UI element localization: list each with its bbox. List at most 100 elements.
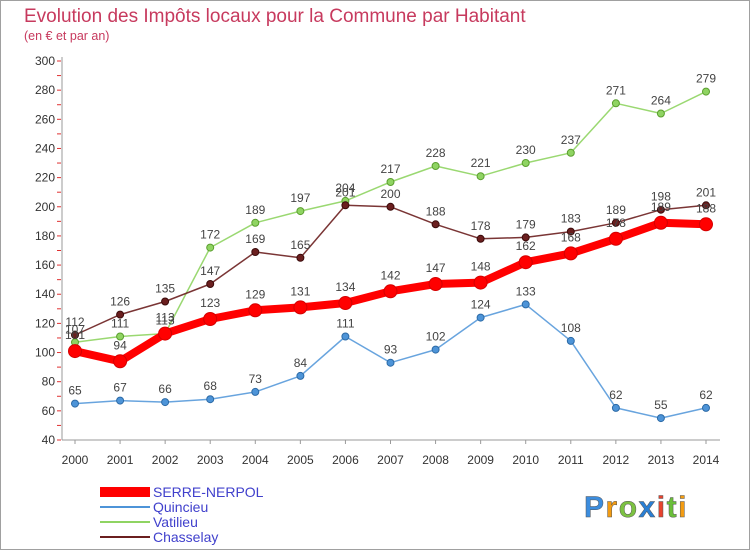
x-tick-label: 2006 <box>332 453 359 467</box>
chart-subtitle: (en € et par an) <box>24 29 109 43</box>
y-tick-label: 180 <box>35 229 55 243</box>
data-point <box>251 387 260 396</box>
data-label: 189 <box>245 203 265 217</box>
data-label: 183 <box>561 212 581 226</box>
data-point <box>563 246 578 261</box>
data-label: 189 <box>606 203 626 217</box>
data-label: 147 <box>200 264 220 278</box>
data-point <box>431 220 440 229</box>
data-point <box>296 371 305 380</box>
data-point <box>206 280 215 288</box>
data-point <box>431 345 440 354</box>
data-point <box>521 159 530 167</box>
data-label: 188 <box>426 204 446 218</box>
data-point <box>476 313 485 322</box>
data-label: 168 <box>561 230 581 244</box>
data-label: 94 <box>113 338 127 352</box>
logo-letter: x <box>639 491 657 524</box>
data-label: 62 <box>609 388 623 402</box>
data-label: 162 <box>516 239 536 253</box>
y-tick-label: 300 <box>35 54 55 68</box>
data-point <box>386 358 395 367</box>
data-label: 169 <box>245 232 265 246</box>
legend-label: Vatilieu <box>153 514 198 530</box>
data-label: 201 <box>335 185 355 199</box>
x-axis: 2000 2001 2002 2003 2004 2005 2006 2007 2008 2009… <box>62 440 720 467</box>
legend-item-quincieu: Quincieu <box>100 499 208 515</box>
data-point <box>521 233 530 242</box>
y-tick-label: 280 <box>35 83 55 97</box>
data-label: 204 <box>335 181 355 195</box>
data-point <box>383 284 398 299</box>
data-point <box>608 231 623 246</box>
legend-item-vatilieu: Vatilieu <box>100 514 198 530</box>
data-point <box>656 205 665 214</box>
data-label: 165 <box>290 238 310 252</box>
data-label: 73 <box>249 372 263 386</box>
data-point <box>203 312 218 326</box>
x-tick-label: 2005 <box>287 453 314 467</box>
data-label: 102 <box>426 330 446 344</box>
data-point <box>699 217 713 232</box>
x-tick-label: 2010 <box>512 453 539 467</box>
x-tick-label: 2007 <box>377 453 404 467</box>
data-point <box>338 296 353 310</box>
data-label: 65 <box>68 384 82 398</box>
data-point <box>656 414 665 423</box>
legend-item-chasselay: Chasselay <box>100 529 218 545</box>
y-tick-label: 220 <box>35 171 55 185</box>
logo-letter: P <box>584 491 606 524</box>
data-label: 123 <box>200 296 220 310</box>
data-point <box>248 303 263 318</box>
data-label: 279 <box>696 72 716 86</box>
data-point <box>611 99 620 108</box>
data-point <box>293 300 308 315</box>
x-tick-label: 2000 <box>62 453 89 467</box>
data-point <box>566 148 575 157</box>
data-label: 189 <box>651 200 671 214</box>
data-label: 200 <box>380 187 400 201</box>
data-label: 148 <box>471 260 491 274</box>
series-quincieu <box>71 300 710 423</box>
y-tick-label: 60 <box>42 404 56 418</box>
data-label: 197 <box>290 191 310 205</box>
logo-letter: t <box>667 491 679 524</box>
y-tick-label: 40 <box>42 433 56 447</box>
y-tick-label: 120 <box>35 316 55 330</box>
data-label: 179 <box>516 217 536 231</box>
data-point <box>473 275 488 290</box>
data-label: 107 <box>65 322 85 336</box>
data-point <box>566 336 575 345</box>
data-label: 113 <box>156 311 175 325</box>
data-label: 228 <box>426 146 446 160</box>
series-chasselay <box>71 201 710 339</box>
data-label: 84 <box>294 356 308 370</box>
data-point <box>611 218 620 227</box>
data-point <box>521 300 530 309</box>
data-point <box>341 332 350 341</box>
data-point <box>656 109 665 118</box>
data-label: 111 <box>336 317 355 331</box>
y-tick-label: 260 <box>35 112 55 126</box>
data-point <box>116 332 125 341</box>
data-point <box>611 403 620 412</box>
chart-title: Evolution des Impôts locaux pour la Comm… <box>24 6 526 27</box>
series-vatilieu <box>71 87 710 347</box>
x-tick-label: 2012 <box>603 453 630 467</box>
data-label: 201 <box>696 185 716 199</box>
legend-label: Chasselay <box>153 529 218 545</box>
data-point <box>702 201 710 210</box>
logo-letter: i <box>678 491 688 524</box>
x-tick-label: 2004 <box>242 453 269 467</box>
data-point <box>161 297 170 306</box>
x-tick-label: 2001 <box>107 453 134 467</box>
data-label: 230 <box>516 143 536 157</box>
data-label: 131 <box>290 284 310 298</box>
proxiti-logo: Proxiti <box>584 491 688 524</box>
x-tick-label: 2003 <box>197 453 224 467</box>
data-point <box>702 403 710 412</box>
data-point <box>702 87 710 96</box>
logo-letter: o <box>619 491 639 524</box>
data-point <box>476 234 485 243</box>
